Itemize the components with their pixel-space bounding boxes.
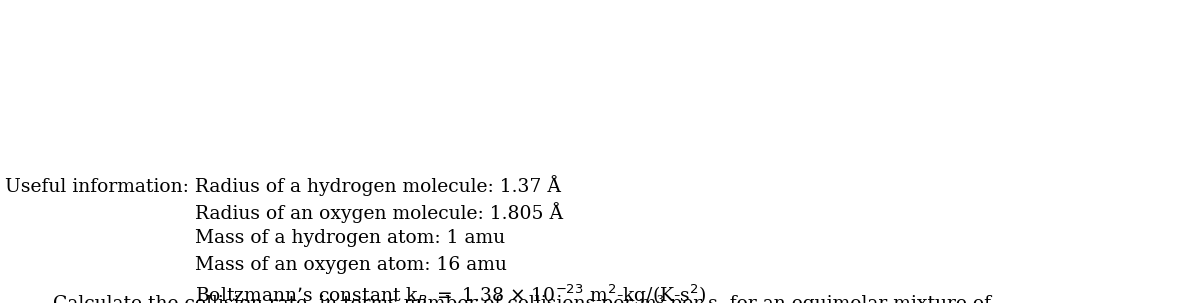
Text: Useful information: Radius of a hydrogen molecule: 1.37 Å: Useful information: Radius of a hydrogen… [5,175,560,196]
Text: Boltzmann’s constant k$_{B}$ $=$ 1.38 $\times$ 10$^{-23}$ m$^{2}$-kg/(K-s$^{2}$): Boltzmann’s constant k$_{B}$ $=$ 1.38 $\… [194,283,707,303]
Text: Mass of a hydrogen atom: 1 amu: Mass of a hydrogen atom: 1 amu [194,229,505,247]
Text: Mass of an oxygen atom: 16 amu: Mass of an oxygen atom: 16 amu [194,256,506,274]
Text: Radius of an oxygen molecule: 1.805 Å: Radius of an oxygen molecule: 1.805 Å [194,202,563,223]
Text: Calculate the collision rate, in terms number of collisions per m³ per s, for an: Calculate the collision rate, in terms n… [5,295,991,303]
